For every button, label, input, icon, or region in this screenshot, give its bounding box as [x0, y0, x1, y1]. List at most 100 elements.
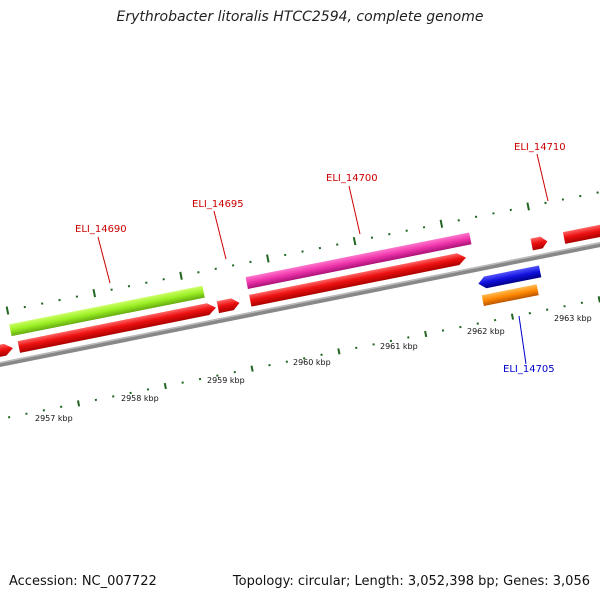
tick-mark — [42, 409, 46, 412]
cds-forward-6[interactable] — [562, 219, 600, 244]
tick-label-2958: 2958 kbp — [121, 394, 159, 403]
tick-mark — [268, 364, 271, 367]
tick-mark — [370, 236, 374, 239]
tick-mark — [179, 271, 183, 280]
svg-text:ELI_14695: ELI_14695 — [192, 199, 244, 210]
tick-mark — [283, 253, 287, 257]
tick-mark — [439, 219, 444, 228]
tick-mark — [580, 301, 584, 304]
tick-mark — [250, 365, 254, 372]
tick-mark — [7, 416, 11, 419]
svg-text:ELI_14710: ELI_14710 — [514, 142, 566, 153]
genome-summary: Topology: circular; Length: 3,052,398 bp… — [232, 574, 590, 589]
tick-mark — [216, 374, 219, 377]
tick-mark — [352, 236, 357, 246]
tick-label-2961: 2961 kbp — [380, 342, 418, 351]
feature-magenta[interactable] — [245, 232, 472, 289]
tick-mark — [459, 325, 462, 329]
tick-mark — [249, 260, 252, 264]
tick-mark — [145, 281, 148, 284]
tick-mark — [181, 381, 184, 384]
gene-label-eli-14690[interactable]: ELI_14690 — [75, 224, 127, 284]
tick-mark — [388, 233, 391, 236]
tick-mark — [474, 215, 478, 219]
tick-mark — [25, 412, 28, 415]
cds-forward-5[interactable] — [530, 235, 549, 251]
cds-forward-3[interactable] — [216, 297, 241, 314]
tick-mark — [301, 250, 304, 253]
feature-lime[interactable] — [9, 285, 205, 337]
tick-mark — [337, 348, 341, 355]
svg-text:ELI_14690: ELI_14690 — [75, 224, 127, 235]
tick-mark — [110, 288, 113, 291]
tick-mark — [493, 318, 497, 322]
feature-orange[interactable] — [481, 284, 539, 307]
tick-mark — [526, 202, 530, 211]
tick-mark — [492, 212, 495, 215]
tick-mark — [424, 330, 428, 338]
tick-mark — [476, 322, 479, 325]
tick-mark — [544, 201, 547, 205]
tick-mark — [336, 243, 339, 246]
tick-mark — [58, 298, 61, 302]
tick-mark — [441, 329, 445, 332]
cds-forward-1[interactable] — [0, 342, 14, 362]
tick-mark — [285, 360, 288, 363]
tick-mark — [40, 302, 44, 305]
tick-mark — [92, 289, 97, 298]
tick-mark — [76, 400, 81, 407]
tick-label-2959: 2959 kbp — [207, 376, 245, 385]
tick-mark — [75, 295, 79, 298]
tick-mark — [214, 267, 217, 271]
tick-mark — [198, 377, 202, 381]
tick-mark — [422, 226, 426, 229]
tick-mark — [510, 313, 515, 320]
tick-mark — [5, 306, 10, 315]
tick-mark — [266, 254, 270, 263]
genome-backbone — [0, 236, 600, 371]
tick-label-2963: 2963 kbp — [554, 314, 592, 323]
tick-mark — [60, 405, 63, 408]
cds-forward-4[interactable] — [249, 252, 467, 307]
tick-mark — [597, 296, 600, 303]
tick-mark — [405, 229, 408, 232]
cds-forward-2[interactable] — [17, 302, 217, 353]
tick-mark — [233, 370, 236, 374]
gene-label-eli-14705[interactable]: ELI_14705 — [503, 315, 555, 375]
tick-mark — [320, 353, 323, 356]
tick-mark — [127, 285, 131, 288]
gene-label-eli-14700[interactable]: ELI_14700 — [326, 173, 378, 235]
tick-row-lower — [7, 296, 600, 419]
map-title: Erythrobacter litoralis HTCC2594, comple… — [116, 9, 484, 25]
svg-text:ELI_14705: ELI_14705 — [503, 364, 555, 375]
tick-mark — [94, 398, 98, 402]
gene-label-eli-14710[interactable]: ELI_14710 — [514, 142, 566, 202]
tick-mark — [528, 312, 531, 315]
tick-mark — [162, 278, 165, 281]
tick-mark — [303, 357, 306, 360]
tick-mark — [23, 305, 26, 309]
tick-row-upper — [5, 191, 599, 315]
tick-mark — [231, 264, 235, 267]
tick-mark — [545, 308, 549, 311]
tick-mark — [579, 194, 582, 198]
cds-reverse-eli-14705[interactable] — [477, 265, 542, 289]
tick-mark — [561, 198, 565, 201]
tick-mark — [146, 388, 150, 391]
tick-mark — [563, 305, 566, 308]
tick-label-2957: 2957 kbp — [35, 414, 73, 423]
svg-text:ELI_14700: ELI_14700 — [326, 173, 378, 184]
tick-mark — [112, 395, 115, 398]
tick-mark — [355, 346, 358, 350]
tick-mark — [129, 391, 132, 395]
gene-label-eli-14695[interactable]: ELI_14695 — [192, 199, 244, 260]
tick-mark — [509, 208, 512, 212]
tick-mark — [407, 336, 410, 339]
tick-mark — [372, 343, 375, 346]
tick-mark — [457, 219, 460, 222]
tick-mark — [389, 339, 393, 343]
tick-mark — [163, 382, 167, 390]
accession-label: Accession: NC_007722 — [9, 574, 157, 589]
tick-mark — [197, 271, 200, 274]
